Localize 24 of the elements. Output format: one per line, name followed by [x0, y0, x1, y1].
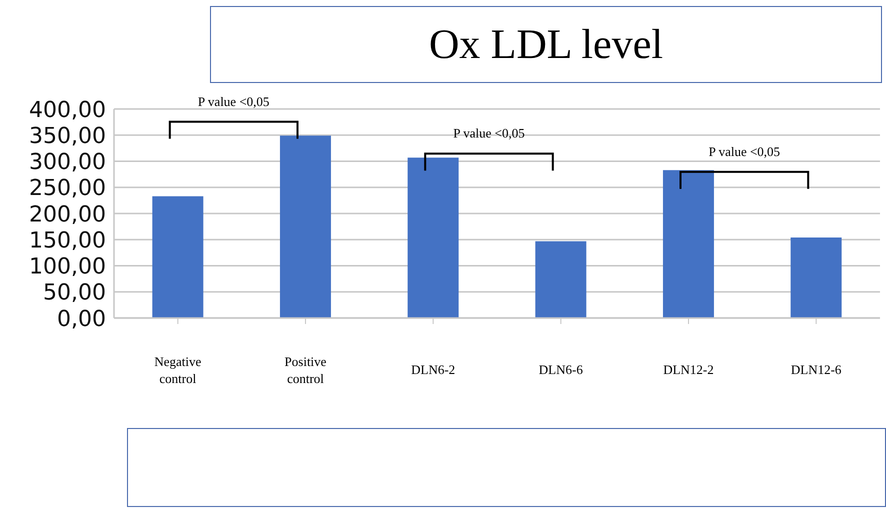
- y-tick-label: 300,00: [29, 150, 106, 176]
- x-tick-label: DLN6-2: [411, 362, 456, 377]
- y-tick-label: 200,00: [29, 202, 106, 228]
- y-tick-label: 0,00: [57, 306, 106, 332]
- y-tick-label: 50,00: [43, 280, 106, 306]
- text: P value <0,05: [198, 94, 270, 109]
- bar: [280, 136, 331, 318]
- annotation: P value <0,05: [453, 126, 525, 141]
- bar: [790, 238, 842, 318]
- y-tick-label: 150,00: [29, 228, 106, 254]
- x-tick-label: DLN6-6: [538, 362, 584, 377]
- x-tick-label: DLN12-6: [790, 362, 842, 377]
- y-tick-label: 350,00: [29, 124, 106, 149]
- bar: [152, 196, 204, 318]
- bar: [662, 170, 714, 318]
- annotation: P value <0,05: [708, 144, 780, 159]
- y-tick-label: 100,00: [29, 254, 106, 280]
- bar: [408, 158, 459, 318]
- x-tick-label: Positive control: [284, 354, 327, 386]
- x-tick-label: DLN12-2: [663, 362, 714, 377]
- x-tick-label: Negative control: [154, 354, 202, 386]
- bar: [535, 241, 586, 318]
- y-tick-label: 250,00: [29, 176, 106, 202]
- y-tick-label: 400,00: [29, 98, 106, 123]
